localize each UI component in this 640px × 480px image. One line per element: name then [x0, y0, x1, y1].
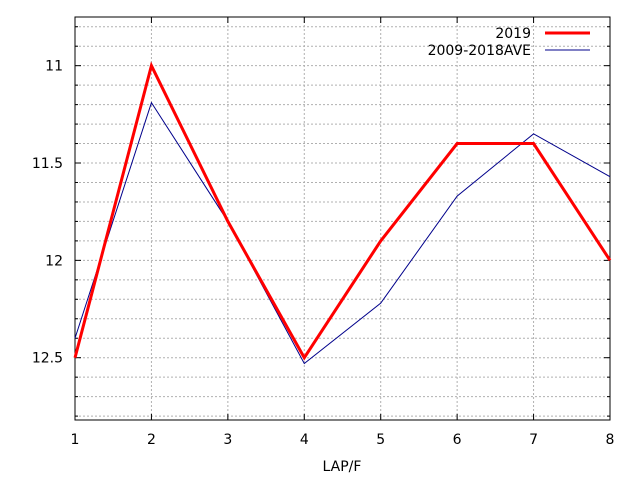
plot-frame: [74, 16, 611, 421]
x-tick-label: 6: [453, 432, 462, 448]
series-lines: [73, 61, 612, 365]
y-tick-label: 12: [45, 253, 63, 269]
y-tick-labels: 11 11.5 12 12.5: [32, 59, 63, 367]
x-tick-label: 1: [71, 432, 80, 448]
legend-label: 2009-2018AVE: [428, 43, 531, 59]
axis-ticks: [74, 17, 611, 420]
x-tick-label: 2: [147, 432, 156, 448]
series-line-2019: [73, 61, 612, 361]
x-tick-label: 5: [376, 432, 385, 448]
series-line-2009-2018ave: [74, 101, 611, 365]
grid-lines: [75, 17, 610, 420]
x-tick-labels: 1 2 3 4 5 6 7 8: [71, 432, 615, 448]
y-tick-label: 11: [45, 59, 63, 75]
x-tick-label: 8: [606, 432, 615, 448]
x-tick-label: 7: [529, 432, 538, 448]
legend-label: 2019: [495, 26, 531, 42]
y-tick-label: 11.5: [32, 156, 63, 172]
x-tick-label: 3: [223, 432, 232, 448]
x-tick-label: 4: [300, 432, 309, 448]
y-tick-label: 12.5: [32, 351, 63, 367]
x-axis-title: LAP/F: [323, 459, 362, 475]
